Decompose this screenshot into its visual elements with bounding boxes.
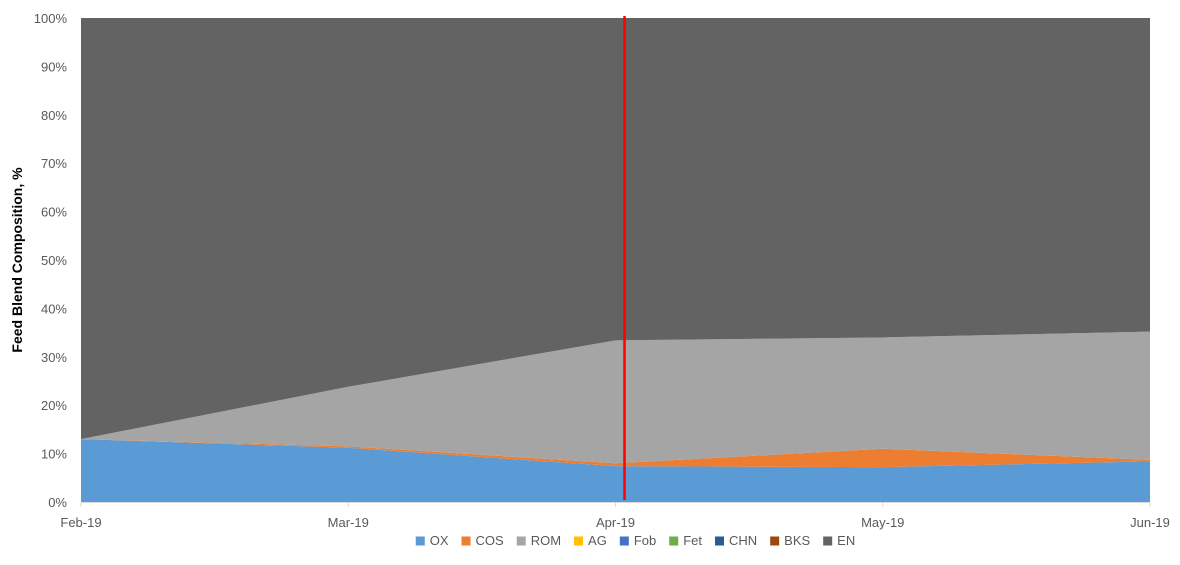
- x-tick-label: Feb-19: [60, 515, 101, 530]
- area-series-cos: [81, 439, 1150, 468]
- y-tick-label: 40%: [41, 301, 67, 316]
- legend-item-chn: CHN: [715, 533, 757, 548]
- legend-swatch: [415, 536, 425, 546]
- legend-label: OX: [430, 533, 449, 548]
- x-tick-label: Jun-19: [1130, 515, 1170, 530]
- legend-item-rom: ROM: [516, 533, 561, 548]
- y-tick-label: 50%: [41, 253, 67, 268]
- legend-item-fet: Fet: [669, 533, 702, 548]
- legend-swatch: [619, 536, 629, 546]
- legend-label: COS: [476, 533, 505, 548]
- legend-swatch: [461, 536, 471, 546]
- y-tick-label: 20%: [41, 398, 67, 413]
- y-tick-label: 90%: [41, 59, 67, 74]
- legend-swatch: [715, 536, 725, 546]
- legend-swatch: [669, 536, 679, 546]
- x-axis-ticks: [80, 502, 1151, 507]
- x-tick-label: Mar-19: [328, 515, 369, 530]
- legend-swatch: [770, 536, 780, 546]
- legend-label: AG: [588, 533, 607, 548]
- legend-item-fob: Fob: [619, 533, 656, 548]
- legend-label: CHN: [729, 533, 757, 548]
- legend-swatch: [516, 536, 526, 546]
- area-series-ox: [81, 439, 1150, 502]
- legend-item-cos: COS: [461, 533, 505, 548]
- legend-swatch: [574, 536, 584, 546]
- x-axis-tick-labels: Feb-19 Mar-19 Apr-19 May-19 Jun-19: [60, 515, 1169, 530]
- legend-label: Fet: [683, 533, 702, 548]
- legend-item-bks: BKS: [770, 533, 811, 548]
- y-axis-tick-labels: 0% 10% 20% 30% 40% 50% 60% 70% 80% 90% 100%: [34, 11, 68, 510]
- legend-label: EN: [837, 533, 855, 548]
- x-tick-label: May-19: [861, 515, 904, 530]
- legend: OX COS ROM AG Fob Fet CHN BKS EN: [415, 533, 855, 548]
- legend-label: Fob: [634, 533, 656, 548]
- y-tick-label: 70%: [41, 156, 67, 171]
- legend-swatch: [823, 536, 833, 546]
- y-tick-label: 60%: [41, 205, 67, 220]
- y-axis-title: Feed Blend Composition, %: [9, 167, 25, 353]
- area-series-en: [81, 18, 1150, 440]
- legend-label: ROM: [531, 533, 561, 548]
- legend-label: BKS: [784, 533, 810, 548]
- legend-item-en: EN: [823, 533, 855, 548]
- y-tick-label: 0%: [48, 495, 67, 510]
- y-tick-label: 80%: [41, 108, 67, 123]
- y-tick-label: 10%: [41, 447, 67, 462]
- x-tick-label: Apr-19: [596, 515, 635, 530]
- y-tick-label: 100%: [34, 11, 68, 26]
- legend-item-ox: OX: [415, 533, 449, 548]
- legend-item-ag: AG: [574, 533, 607, 548]
- area-series-rom: [81, 331, 1150, 464]
- y-tick-label: 30%: [41, 350, 67, 365]
- area-series-group: [81, 18, 1150, 502]
